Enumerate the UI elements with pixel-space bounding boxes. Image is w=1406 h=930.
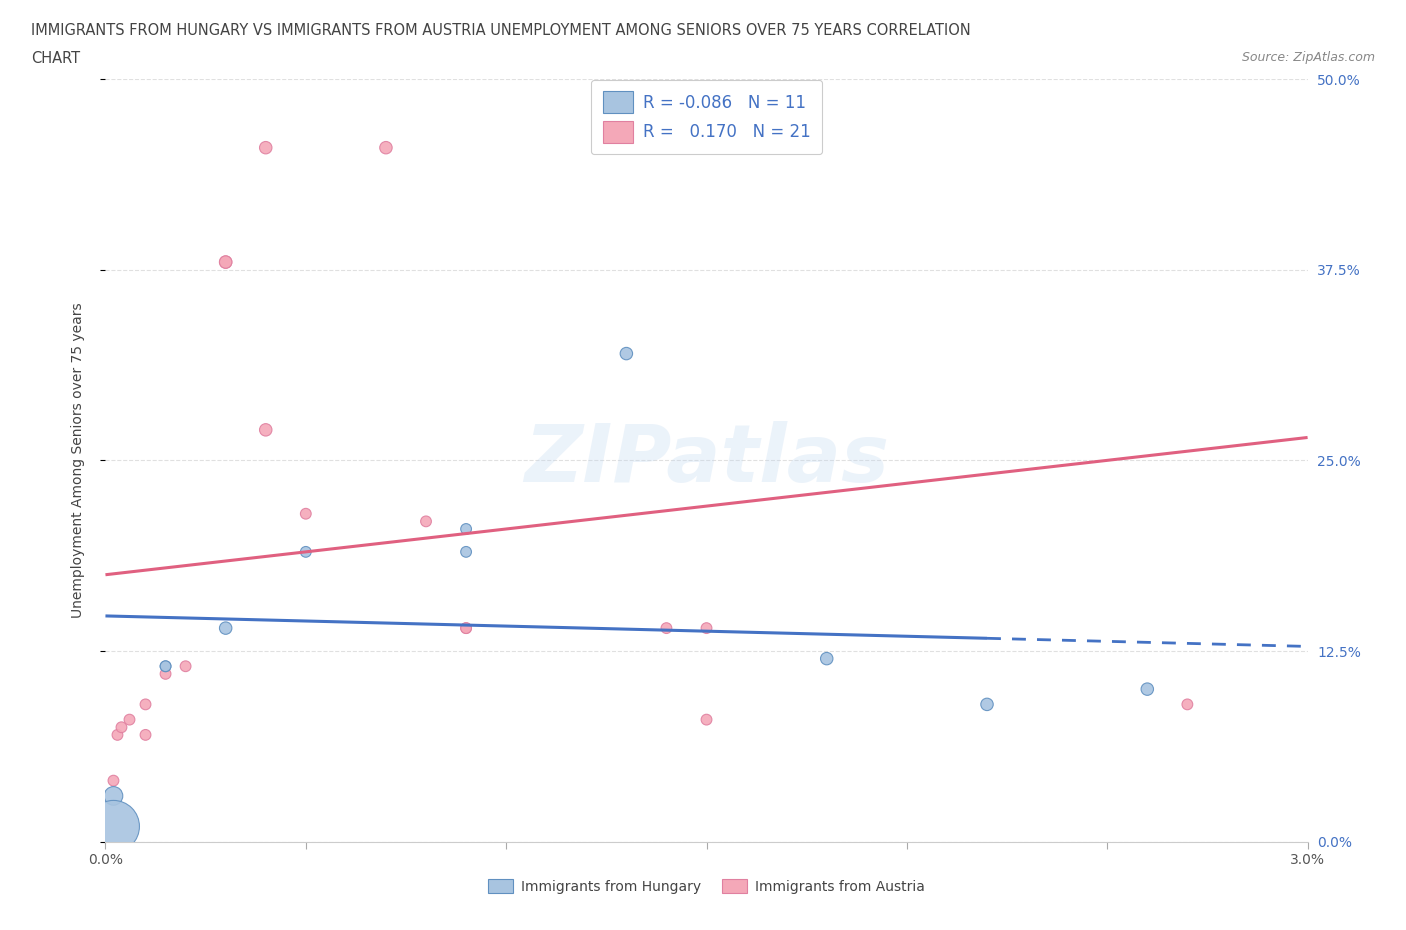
Point: [103, 773, 125, 788]
Point: [415, 514, 437, 529]
Text: CHART: CHART: [31, 51, 80, 66]
Point: [1175, 697, 1198, 711]
Point: [454, 522, 477, 537]
Point: [454, 620, 477, 635]
Y-axis label: Unemployment Among Seniors over 75 years: Unemployment Among Seniors over 75 years: [70, 302, 84, 618]
Point: [815, 651, 838, 666]
Point: [155, 658, 177, 673]
Point: [655, 620, 678, 635]
Point: [696, 712, 718, 727]
Point: [976, 697, 998, 711]
Text: IMMIGRANTS FROM HUNGARY VS IMMIGRANTS FROM AUSTRIA UNEMPLOYMENT AMONG SENIORS OV: IMMIGRANTS FROM HUNGARY VS IMMIGRANTS FR…: [31, 23, 970, 38]
Point: [135, 697, 157, 711]
Point: [254, 140, 277, 155]
Point: [155, 658, 177, 673]
Point: [616, 346, 638, 361]
Point: [214, 255, 236, 270]
Point: [696, 620, 718, 635]
Text: Source: ZipAtlas.com: Source: ZipAtlas.com: [1241, 51, 1375, 64]
Point: [103, 789, 125, 804]
Point: [174, 658, 197, 673]
Point: [155, 667, 177, 682]
Point: [254, 422, 277, 437]
Text: ZIPatlas: ZIPatlas: [524, 421, 889, 499]
Point: [295, 506, 318, 521]
Point: [295, 544, 318, 559]
Point: [454, 620, 477, 635]
Point: [374, 140, 398, 155]
Point: [135, 727, 157, 742]
Point: [1136, 682, 1159, 697]
Point: [118, 712, 141, 727]
Point: [103, 819, 125, 834]
Point: [214, 620, 236, 635]
Point: [214, 255, 236, 270]
Point: [110, 720, 132, 735]
Point: [107, 727, 129, 742]
Legend: Immigrants from Hungary, Immigrants from Austria: Immigrants from Hungary, Immigrants from…: [482, 873, 931, 899]
Point: [454, 544, 477, 559]
